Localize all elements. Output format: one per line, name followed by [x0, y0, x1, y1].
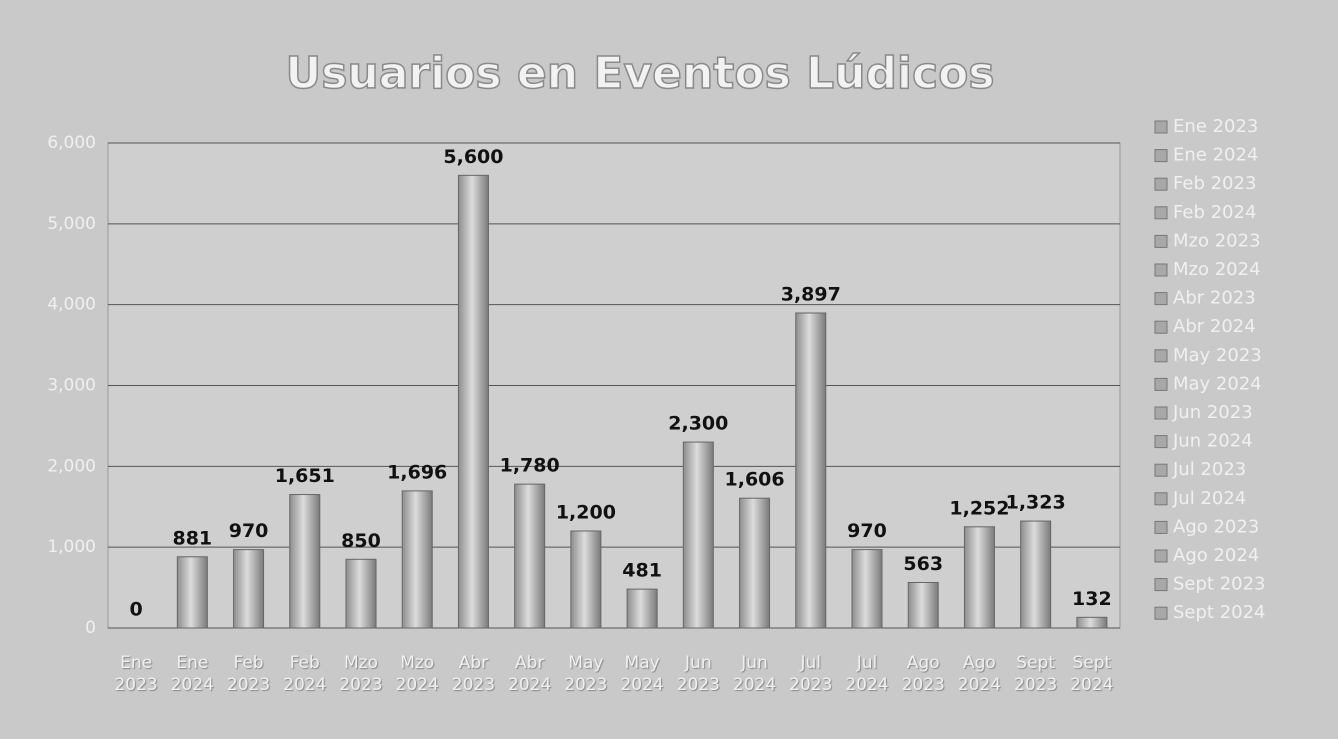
legend-label: Feb 2024 — [1173, 202, 1256, 223]
legend-label: May 2024 — [1173, 373, 1262, 394]
x-tick-label: Ene 2024 — [170, 653, 214, 695]
x-tick-label: Jun 2023 — [676, 653, 720, 695]
x-tick-label: Mzo 2024 — [395, 653, 439, 695]
bar — [457, 174, 489, 629]
legend-swatch — [1154, 463, 1168, 477]
data-label: 5,600 — [443, 146, 503, 168]
x-tick-label: Sept 2023 — [1014, 653, 1058, 695]
legend-swatch — [1154, 149, 1168, 163]
data-label: 970 — [229, 520, 269, 542]
legend-swatch — [1154, 377, 1168, 391]
legend-swatch — [1154, 177, 1168, 191]
bar — [1076, 616, 1108, 629]
bar — [682, 441, 714, 629]
legend-label: Jul 2024 — [1172, 488, 1246, 509]
legend-swatch — [1154, 549, 1168, 563]
legend-label: Abr 2024 — [1173, 316, 1256, 337]
bar — [795, 312, 827, 629]
legend-swatch — [1154, 292, 1168, 306]
data-label: 1,606 — [725, 469, 785, 491]
data-label: 481 — [622, 560, 662, 582]
bar — [851, 549, 883, 629]
bar — [514, 483, 546, 629]
legend-label: Sept 2023 — [1173, 574, 1266, 595]
data-label: 1,200 — [556, 502, 616, 524]
legend-label: Jun 2024 — [1172, 431, 1253, 452]
data-label: 1,780 — [500, 455, 560, 477]
y-tick-label: 3,000 — [47, 376, 96, 396]
data-label: 2,300 — [668, 413, 728, 435]
legend-label: Ene 2024 — [1173, 145, 1258, 166]
x-tick-label: Jul 2023 — [789, 653, 833, 695]
legend-label: Jul 2023 — [1172, 459, 1246, 480]
legend-swatch — [1154, 120, 1168, 134]
data-label: 1,323 — [1006, 492, 1066, 514]
legend-label: Ago 2023 — [1173, 516, 1259, 537]
legend-swatch — [1154, 320, 1168, 334]
data-label: 970 — [847, 520, 887, 542]
legend-label: Mzo 2023 — [1173, 230, 1261, 251]
bar — [289, 494, 321, 629]
bar — [345, 558, 377, 629]
legend-label: Jun 2023 — [1172, 402, 1253, 423]
y-tick-label: 6,000 — [47, 133, 96, 153]
y-tick-label: 2,000 — [47, 456, 96, 476]
legend-label: Mzo 2024 — [1173, 259, 1261, 280]
data-label: 1,696 — [387, 461, 447, 483]
x-tick-label: Jul 2024 — [845, 653, 889, 695]
legend-swatch — [1154, 492, 1168, 506]
legend-swatch — [1154, 406, 1168, 420]
bar — [1020, 520, 1052, 629]
y-tick-label: 4,000 — [47, 295, 96, 315]
bar — [739, 497, 771, 629]
legend-swatch — [1154, 234, 1168, 248]
legend-swatch — [1154, 206, 1168, 220]
bar — [626, 588, 658, 629]
legend-label: Abr 2023 — [1173, 288, 1256, 309]
legend-swatch — [1154, 349, 1168, 363]
data-label: 132 — [1072, 588, 1112, 610]
y-tick-label: 1,000 — [47, 537, 96, 557]
x-tick-label: Abr 2024 — [508, 653, 552, 695]
legend-swatch — [1154, 606, 1168, 620]
bar — [233, 549, 265, 629]
legend-label: Sept 2024 — [1173, 602, 1266, 623]
legend-swatch — [1154, 520, 1168, 534]
x-tick-label: May 2023 — [564, 653, 608, 695]
y-tick-label: 5,000 — [47, 214, 96, 234]
bar — [963, 526, 995, 629]
data-label: 850 — [341, 530, 381, 552]
y-tick-label: 0 — [85, 618, 96, 638]
x-tick-label: Ago 2023 — [901, 653, 945, 695]
x-tick-label: May 2024 — [620, 653, 664, 695]
data-label: 1,651 — [275, 465, 335, 487]
x-tick-label: Ene 2023 — [114, 653, 158, 695]
data-label: 881 — [172, 527, 212, 549]
data-label: 563 — [903, 553, 943, 575]
x-tick-label: Sept 2024 — [1070, 653, 1114, 695]
data-label: 0 — [129, 599, 142, 621]
legend-label: May 2023 — [1173, 345, 1262, 366]
data-label: 1,252 — [949, 497, 1009, 519]
legend-label: Ago 2024 — [1173, 545, 1259, 566]
legend-label: Feb 2023 — [1173, 173, 1256, 194]
bar — [907, 581, 939, 629]
x-tick-label: Jun 2024 — [732, 653, 777, 695]
legend-swatch — [1154, 435, 1168, 449]
chart-title: Usuarios en Eventos Lúdicos — [285, 48, 994, 99]
x-tick-label: Feb 2023 — [226, 653, 271, 695]
bar — [401, 490, 433, 629]
x-tick-label: Abr 2023 — [451, 653, 496, 695]
legend-label: Ene 2023 — [1173, 116, 1258, 137]
data-label: 3,897 — [781, 283, 841, 305]
legend-swatch — [1154, 578, 1168, 592]
x-tick-label: Feb 2024 — [283, 653, 327, 695]
x-tick-label: Ago 2024 — [957, 653, 1002, 695]
bar — [176, 556, 208, 629]
bar — [570, 530, 602, 629]
legend-swatch — [1154, 263, 1168, 277]
x-tick-label: Mzo 2023 — [339, 653, 383, 695]
